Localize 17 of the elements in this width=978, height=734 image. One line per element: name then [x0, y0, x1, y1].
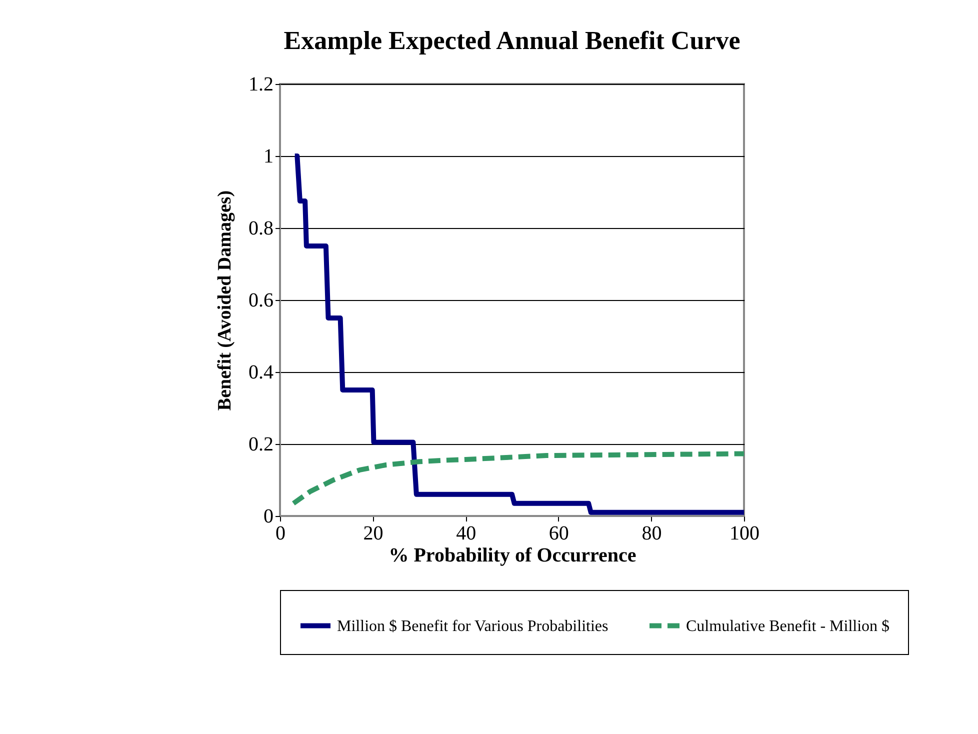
y-tick-label: 0.4 [248, 362, 274, 384]
y-axis-title: Benefit (Avoided Damages) [214, 190, 236, 411]
y-tick-label: 1.2 [248, 74, 274, 96]
x-tick-label: 20 [363, 522, 384, 544]
y-tick-label: 0.6 [248, 290, 274, 312]
x-tick-label: 60 [548, 522, 569, 544]
y-tick-label: 0.2 [248, 434, 274, 456]
legend-label: Culmulative Benefit - Million $ [686, 618, 890, 635]
x-tick-label: 80 [642, 522, 662, 544]
y-tick-label: 1 [264, 146, 274, 168]
y-tick-label: 0.8 [248, 218, 274, 240]
chart-title: Example Expected Annual Benefit Curve [284, 26, 740, 55]
x-axis-title: % Probability of Occurrence [388, 544, 636, 566]
x-tick-label: 40 [456, 522, 476, 544]
legend-label: Million $ Benefit for Various Probabilities [337, 618, 608, 635]
x-tick-label: 100 [730, 522, 760, 544]
y-tick-label: 0 [264, 506, 274, 528]
